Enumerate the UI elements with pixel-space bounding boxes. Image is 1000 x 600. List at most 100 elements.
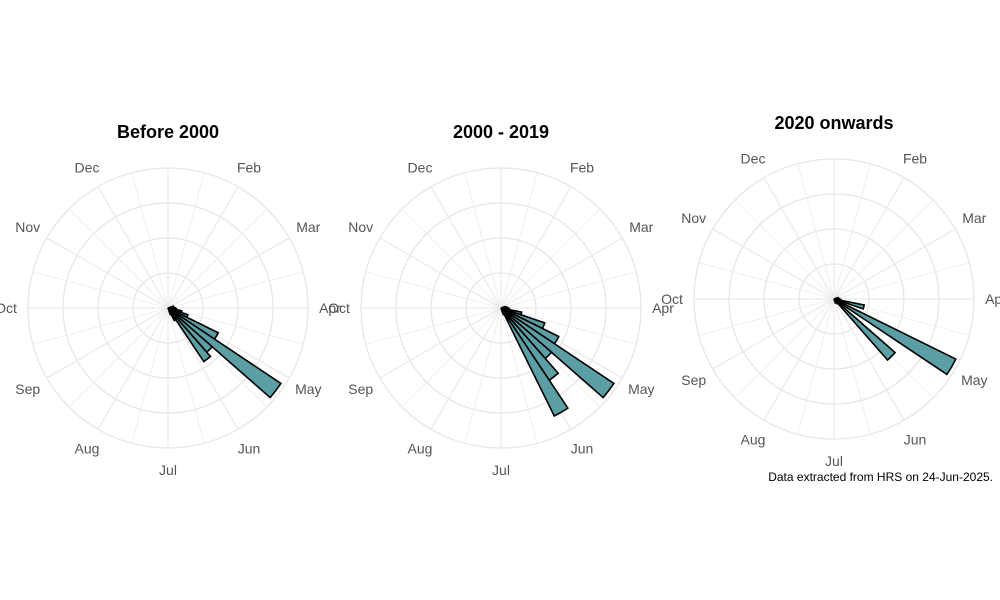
month-label-oct: Oct: [661, 291, 683, 307]
grid-spoke: [68, 208, 169, 309]
grid-spoke: [500, 271, 637, 309]
grid-spoke: [430, 307, 502, 430]
month-label-mar: Mar: [629, 219, 653, 235]
month-label-aug: Aug: [741, 431, 766, 447]
grid-spoke: [365, 271, 502, 309]
month-label-dec: Dec: [741, 151, 766, 167]
month-label-mar: Mar: [296, 219, 320, 235]
grid-spoke: [430, 186, 502, 309]
grid-spoke: [500, 186, 572, 309]
grid-spoke: [167, 172, 205, 309]
grid-spoke: [500, 237, 623, 309]
month-label-jul: Jul: [159, 462, 177, 478]
grid-spoke: [97, 307, 169, 430]
grid-spoke: [797, 298, 835, 435]
month-label-mar: Mar: [962, 210, 986, 226]
grid-spoke: [833, 298, 905, 421]
grid-spoke: [500, 172, 538, 309]
polar-grid: [360, 167, 642, 449]
grid-spoke: [131, 307, 169, 444]
grid-spoke: [500, 307, 637, 345]
grid-spoke: [46, 237, 169, 309]
grid-spoke: [500, 208, 601, 309]
source-caption: Data extracted from HRS on 24-Jun-2025.: [768, 470, 993, 484]
grid-spoke: [167, 237, 290, 309]
grid-spoke: [32, 307, 169, 345]
month-label-apr: Apr: [985, 291, 1000, 307]
grid-spoke: [712, 298, 835, 370]
grid-spoke: [464, 172, 502, 309]
month-label-oct: Oct: [328, 300, 350, 316]
month-label-jun: Jun: [238, 440, 261, 456]
month-label-sep: Sep: [15, 381, 40, 397]
grid-spoke: [167, 307, 239, 430]
rose-bar: [833, 298, 957, 376]
grid-spoke: [500, 307, 538, 444]
month-label-jun: Jun: [904, 431, 927, 447]
month-label-nov: Nov: [15, 219, 40, 235]
month-label-dec: Dec: [408, 160, 433, 176]
grid-spoke: [763, 298, 835, 421]
grid-spoke: [167, 307, 304, 345]
rose-bar: [833, 298, 837, 304]
panel-title-3: 2020 onwards: [774, 113, 894, 133]
grid-spoke: [32, 271, 169, 309]
month-label-aug: Aug: [75, 440, 100, 456]
grid-spoke: [46, 307, 169, 379]
month-label-jul: Jul: [825, 453, 843, 469]
grid-spoke: [68, 307, 169, 408]
month-label-jul: Jul: [492, 462, 510, 478]
month-label-sep: Sep: [681, 372, 706, 388]
grid-spoke: [379, 307, 502, 379]
panel-title-2: 2000 - 2019: [452, 122, 550, 142]
grid-spoke: [698, 298, 835, 336]
grid-spoke: [698, 262, 835, 300]
month-label-aug: Aug: [408, 440, 433, 456]
month-label-may: May: [628, 381, 654, 397]
grid-spoke: [833, 163, 871, 300]
month-label-feb: Feb: [570, 160, 594, 176]
grid-spoke: [734, 199, 835, 300]
grid-spoke: [379, 237, 502, 309]
month-label-oct: Oct: [0, 300, 17, 316]
grid-spoke: [401, 208, 502, 309]
month-label-may: May: [295, 381, 321, 397]
month-label-may: May: [961, 372, 987, 388]
rose-bar: [500, 307, 616, 399]
month-label-feb: Feb: [903, 151, 927, 167]
month-label-nov: Nov: [348, 219, 373, 235]
grid-spoke: [131, 172, 169, 309]
grid-spoke: [97, 186, 169, 309]
grid-spoke: [464, 307, 502, 444]
grid-spoke: [167, 307, 205, 444]
grid-spoke: [833, 262, 970, 300]
grid-spoke: [833, 298, 871, 435]
rose-bar: [500, 307, 506, 316]
month-label-apr: Apr: [319, 300, 341, 316]
month-label-feb: Feb: [237, 160, 261, 176]
month-label-dec: Dec: [75, 160, 100, 176]
grid-spoke: [797, 163, 835, 300]
grid-spoke: [401, 307, 502, 408]
polar-grid: [27, 167, 309, 449]
grid-spoke: [712, 228, 835, 300]
grid-spoke: [167, 271, 304, 309]
panel-title-1: Before 2000: [116, 122, 220, 142]
grid-spoke: [167, 208, 268, 309]
rose-bar: [500, 307, 570, 418]
grid-spoke: [734, 298, 835, 399]
month-label-apr: Apr: [652, 300, 674, 316]
grid-spoke: [833, 177, 905, 300]
rose-bar: [833, 298, 897, 362]
rose-bar: [167, 307, 173, 316]
month-label-nov: Nov: [681, 210, 706, 226]
grid-spoke: [167, 186, 239, 309]
grid-spoke: [833, 228, 956, 300]
month-label-sep: Sep: [348, 381, 373, 397]
rose-bar: [167, 307, 212, 363]
grid-spoke: [833, 199, 934, 300]
rose-bar: [167, 307, 283, 399]
